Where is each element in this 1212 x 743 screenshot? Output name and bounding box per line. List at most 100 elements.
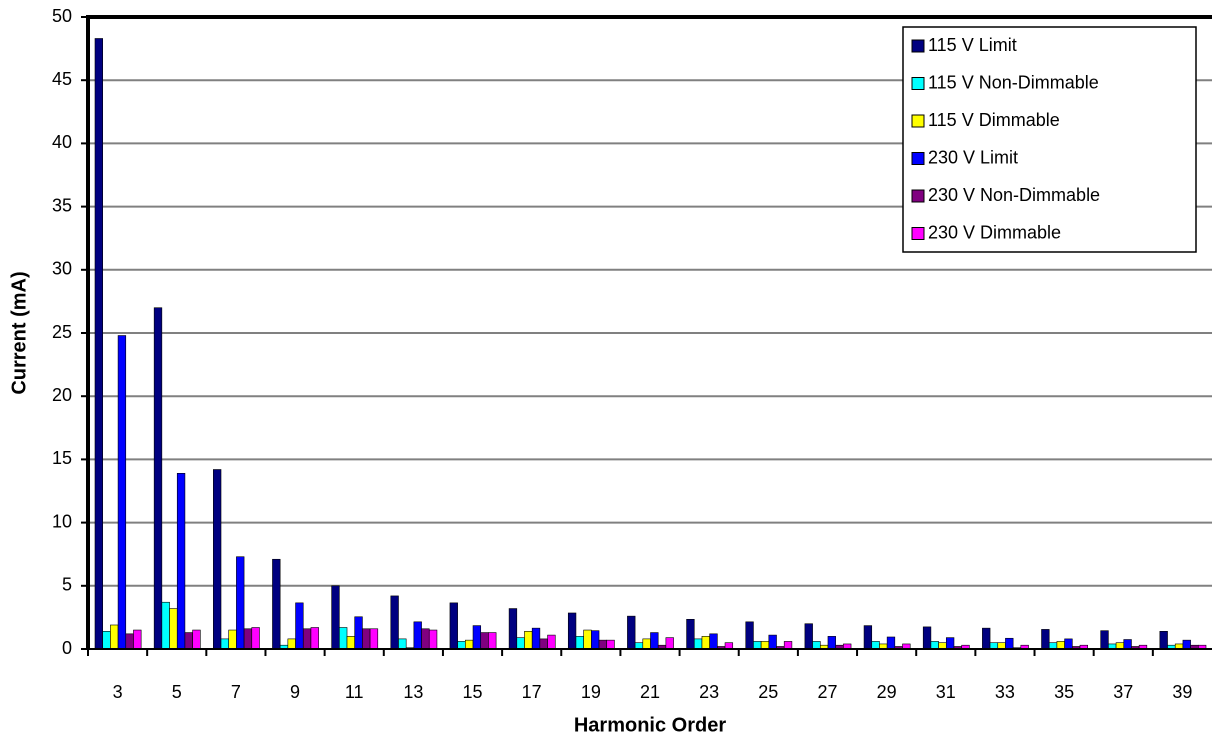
legend-swatch bbox=[911, 77, 925, 90]
bar bbox=[768, 634, 777, 650]
bar bbox=[94, 38, 103, 650]
x-tick-label: 19 bbox=[581, 682, 601, 702]
legend-box bbox=[902, 26, 1197, 253]
x-tick-label: 11 bbox=[345, 682, 364, 702]
bar bbox=[413, 621, 422, 650]
legend-swatch bbox=[911, 152, 925, 165]
bar bbox=[871, 641, 880, 650]
legend-label: 115 V Dimmable bbox=[928, 110, 1060, 130]
bar bbox=[583, 629, 592, 650]
bar bbox=[369, 628, 379, 650]
bar bbox=[591, 630, 600, 650]
legend-swatch bbox=[911, 227, 925, 240]
bar bbox=[627, 615, 636, 650]
bar bbox=[598, 639, 608, 650]
y-tick-label: 40 bbox=[52, 132, 72, 152]
legend-label: 115 V Non-Dimmable bbox=[928, 72, 1099, 92]
x-tick-label: 13 bbox=[403, 682, 423, 702]
bar bbox=[783, 641, 793, 650]
bar bbox=[421, 628, 430, 650]
bar bbox=[1056, 641, 1065, 650]
bar bbox=[1123, 639, 1132, 650]
y-tick-label: 30 bbox=[52, 259, 72, 279]
bar bbox=[243, 628, 253, 650]
bar bbox=[606, 639, 615, 650]
bar bbox=[567, 612, 577, 650]
bar bbox=[945, 637, 955, 650]
bar bbox=[1041, 629, 1050, 650]
bar bbox=[982, 627, 991, 650]
bar bbox=[547, 634, 556, 650]
bar bbox=[1064, 638, 1073, 650]
x-tick-label: 35 bbox=[1054, 682, 1074, 702]
bar bbox=[827, 636, 836, 650]
bar bbox=[539, 638, 548, 650]
bar bbox=[922, 626, 932, 650]
bar bbox=[362, 628, 371, 650]
y-tick-label: 5 bbox=[62, 575, 72, 595]
x-tick-label: 39 bbox=[1172, 682, 1192, 702]
y-tick-label: 0 bbox=[62, 638, 72, 658]
bar bbox=[428, 629, 438, 650]
bar bbox=[220, 638, 230, 650]
bar bbox=[760, 641, 770, 650]
bar bbox=[1159, 631, 1168, 650]
bar bbox=[133, 629, 142, 650]
y-tick-label: 50 bbox=[52, 6, 72, 26]
y-tick-label: 45 bbox=[52, 69, 72, 89]
bar bbox=[488, 632, 497, 650]
bar bbox=[287, 638, 296, 650]
bar bbox=[709, 633, 718, 650]
bar bbox=[575, 636, 584, 650]
bar bbox=[110, 624, 119, 650]
bar bbox=[508, 608, 518, 650]
bar bbox=[449, 602, 458, 650]
x-tick-label: 15 bbox=[463, 682, 483, 702]
bar bbox=[169, 608, 178, 650]
bar bbox=[398, 638, 407, 650]
bar bbox=[346, 636, 356, 650]
x-tick-label: 25 bbox=[758, 682, 778, 702]
bar bbox=[302, 628, 312, 650]
bar bbox=[465, 639, 474, 650]
bar bbox=[117, 335, 127, 650]
bar bbox=[753, 641, 762, 650]
x-tick-label: 23 bbox=[699, 682, 719, 702]
bar bbox=[176, 473, 186, 650]
bar bbox=[390, 595, 399, 650]
bar bbox=[102, 631, 111, 650]
bar bbox=[930, 641, 939, 650]
x-tick-label: 37 bbox=[1113, 682, 1133, 702]
legend-swatch bbox=[911, 189, 925, 203]
bar bbox=[686, 618, 695, 650]
bar bbox=[192, 629, 201, 650]
bar bbox=[153, 307, 163, 650]
bar bbox=[310, 627, 319, 650]
x-tick-label: 27 bbox=[817, 682, 837, 702]
bar bbox=[354, 616, 363, 650]
x-tick-label: 29 bbox=[877, 682, 897, 702]
bar bbox=[125, 633, 134, 650]
x-tick-label: 31 bbox=[936, 682, 956, 702]
x-axis-title: Harmonic Order bbox=[574, 714, 726, 736]
x-tick-label: 17 bbox=[522, 682, 542, 702]
bar bbox=[236, 556, 245, 650]
y-tick-label: 25 bbox=[52, 322, 72, 342]
bar bbox=[1182, 639, 1191, 650]
bar bbox=[863, 625, 873, 650]
legend-label: 230 V Dimmable bbox=[928, 222, 1061, 242]
bar bbox=[339, 627, 348, 650]
x-tick-label: 9 bbox=[290, 682, 300, 702]
bar bbox=[213, 469, 222, 650]
bar bbox=[516, 637, 525, 650]
bar bbox=[228, 629, 237, 650]
bar bbox=[161, 601, 170, 650]
bar bbox=[272, 558, 281, 650]
bar bbox=[457, 641, 466, 650]
legend-swatch bbox=[911, 114, 925, 128]
bar bbox=[745, 621, 754, 650]
x-tick-label: 5 bbox=[172, 682, 182, 702]
bar bbox=[524, 631, 533, 650]
bar bbox=[812, 641, 821, 650]
